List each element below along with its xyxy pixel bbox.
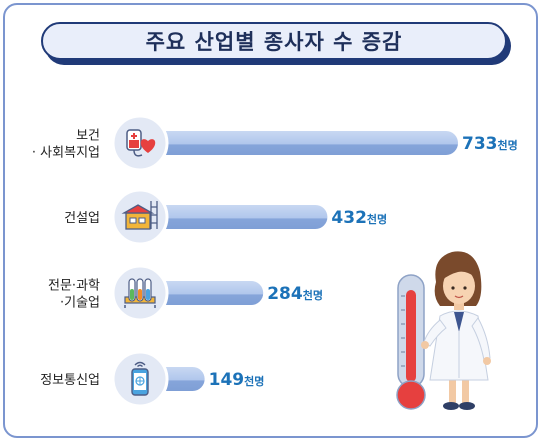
value-label-2: 432천명 <box>331 208 387 228</box>
bar-2 <box>140 205 328 229</box>
unit-label-3: 천명 <box>303 288 323 302</box>
bar-1 <box>140 131 458 155</box>
scientist-thermometer-illustration <box>396 251 491 410</box>
value-label-3: 284천명 <box>267 284 323 304</box>
unit-label-1: 천명 <box>498 138 518 152</box>
category-label-2-line-1: 건설업 <box>64 211 100 226</box>
infographic-frame: 주요 산업별 종사자 수 증감 <box>3 3 538 438</box>
iv-blood-bag-heart-icon <box>111 114 169 172</box>
construction-building-icon <box>111 188 169 246</box>
category-label-3-line-1: 전문·과학 <box>48 279 100 294</box>
category-label-4-line-1: 정보통신업 <box>40 373 100 388</box>
value-label-1: 733천명 <box>462 134 518 154</box>
chart-title: 주요 산업별 종사자 수 증감 <box>41 22 507 60</box>
category-label-3-line-2: ·기술업 <box>60 296 100 311</box>
unit-label-4: 천명 <box>244 374 264 388</box>
unit-label-2: 천명 <box>367 212 387 226</box>
smartphone-wifi-icon <box>111 350 169 408</box>
category-label-1-line-1: 보건 <box>76 129 100 144</box>
thermometer-icon <box>396 274 426 410</box>
value-label-4: 149천명 <box>209 370 265 390</box>
test-tubes-icon <box>111 264 169 322</box>
category-label-1-line-2: · 사회복지업 <box>32 146 100 161</box>
title-banner: 주요 산업별 종사자 수 증감 <box>41 22 511 65</box>
bar-3 <box>140 281 264 305</box>
